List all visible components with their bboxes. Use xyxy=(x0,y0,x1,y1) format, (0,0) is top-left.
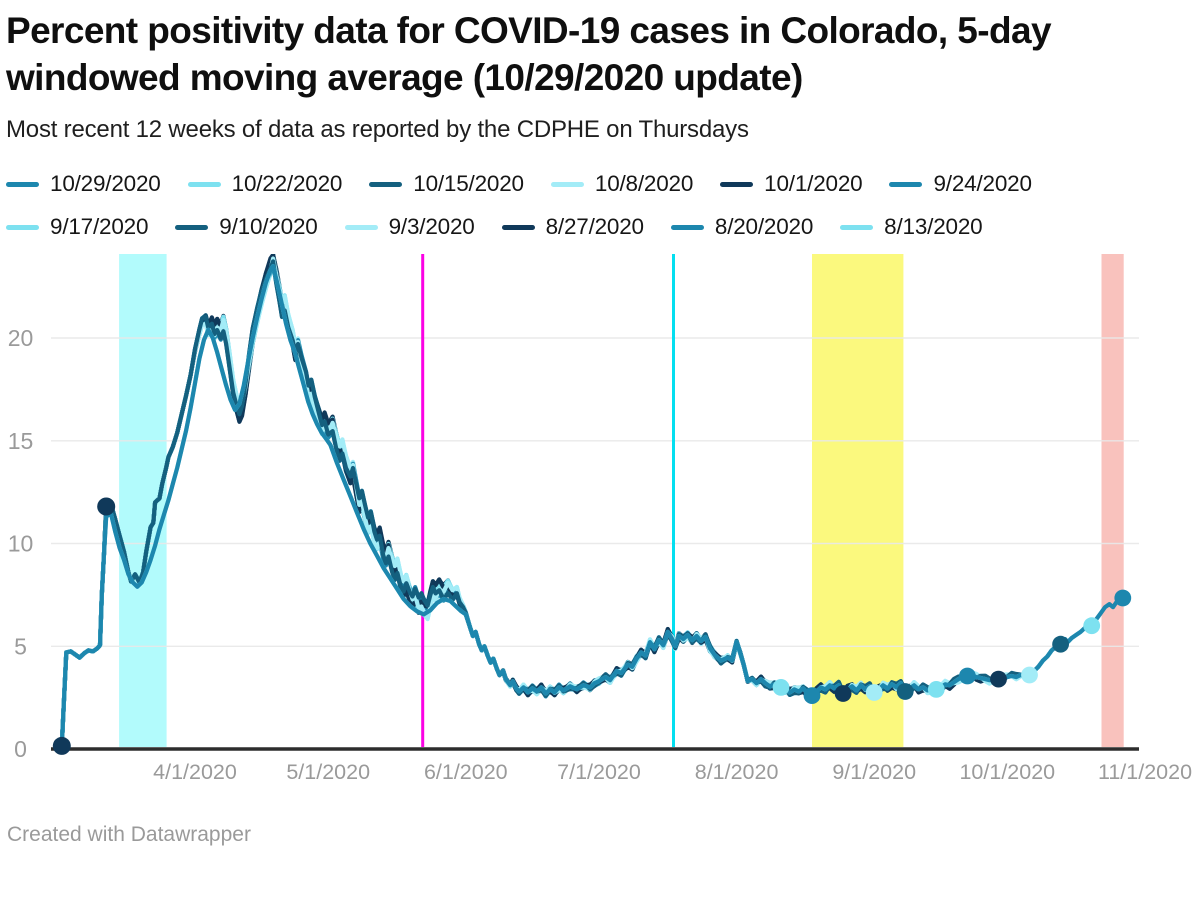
series-end-marker-10-1-2020[interactable] xyxy=(990,670,1007,688)
series-line-8-20-2020[interactable] xyxy=(59,256,813,747)
legend-swatch-icon xyxy=(501,224,535,230)
series-end-marker-8-13-2020[interactable] xyxy=(772,679,790,697)
legend-label: 8/13/2020 xyxy=(884,214,983,240)
legend-swatch-icon xyxy=(6,181,39,187)
mid-march-marker[interactable] xyxy=(97,497,116,516)
series-lines xyxy=(59,254,1124,747)
legend-item-10-8-2020: 10/8/2020 xyxy=(550,171,694,197)
line-chart: 0 5 10 15 20 4/1/2020 5/1/2020 6/1/2020 7/1/2020… xyxy=(8,254,1192,784)
legend-swatch-icon xyxy=(720,181,754,187)
series-end-marker-8-27-2020[interactable] xyxy=(834,685,852,703)
legend-swatch-icon xyxy=(6,224,39,230)
x-tick-label: 8/1/2020 xyxy=(695,760,779,784)
series-end-marker-9-3-2020[interactable] xyxy=(865,684,883,702)
legend-item-9-17-2020: 9/17/2020 xyxy=(6,214,148,240)
legend-swatch-icon xyxy=(670,224,704,230)
x-tick-label: 9/1/2020 xyxy=(832,760,916,784)
legend-swatch-icon xyxy=(344,224,378,230)
series-line-9-3-2020[interactable] xyxy=(59,262,876,747)
start-marker[interactable] xyxy=(52,737,71,756)
legend-item-9-24-2020: 9/24/2020 xyxy=(889,171,1032,197)
legend-label: 10/1/2020 xyxy=(764,171,863,197)
legend-label: 9/24/2020 xyxy=(933,171,1032,197)
page: Percent positivity data for COVID-19 cas… xyxy=(6,10,1192,847)
legend-item-9-3-2020: 9/3/2020 xyxy=(344,214,475,240)
legend-label: 10/15/2020 xyxy=(413,171,524,197)
legend-label: 9/10/2020 xyxy=(219,214,318,240)
legend-item-10-29-2020: 10/29/2020 xyxy=(6,171,161,197)
series-end-marker-9-17-2020[interactable] xyxy=(927,681,945,699)
series-end-marker-9-24-2020[interactable] xyxy=(959,667,976,685)
late-october-band xyxy=(1101,254,1124,748)
series-end-marker-8-20-2020[interactable] xyxy=(803,687,821,705)
y-tick-label: 10 xyxy=(8,531,34,557)
series-end-marker-10-22-2020[interactable] xyxy=(1083,617,1101,635)
x-tick-label: 4/1/2020 xyxy=(153,760,237,784)
legend-item-9-10-2020: 9/10/2020 xyxy=(175,214,318,240)
legend: 10/29/2020 10/22/2020 10/15/2020 10/8/2020 1… xyxy=(6,171,1106,240)
legend-swatch-icon xyxy=(369,181,403,187)
y-tick-label: 15 xyxy=(8,428,34,454)
y-tick-label: 20 xyxy=(8,325,34,351)
y-tick-label: 0 xyxy=(14,736,27,762)
chart-subtitle: Most recent 12 weeks of data as reported… xyxy=(6,116,749,144)
x-tick-label: 10/1/2020 xyxy=(959,760,1055,784)
x-tick-label: 5/1/2020 xyxy=(286,760,370,784)
series-end-marker-10-15-2020[interactable] xyxy=(1052,636,1069,653)
series-end-marker-9-10-2020[interactable] xyxy=(896,683,914,701)
chart-title: Percent positivity data for COVID-19 cas… xyxy=(6,10,1052,98)
legend-swatch-icon xyxy=(840,224,874,230)
legend-item-8-27-2020: 8/27/2020 xyxy=(501,214,644,240)
late-august-band xyxy=(812,254,904,748)
legend-label: 9/3/2020 xyxy=(388,214,475,240)
y-tick-label: 5 xyxy=(14,634,27,660)
legend-item-8-13-2020: 8/13/2020 xyxy=(840,214,983,240)
legend-swatch-icon xyxy=(889,181,923,187)
x-tick-label: 11/1/2020 xyxy=(1098,760,1192,784)
legend-item-10-15-2020: 10/15/2020 xyxy=(369,171,524,197)
series-end-marker-10-8-2020[interactable] xyxy=(1021,666,1038,684)
series-line-8-27-2020[interactable] xyxy=(59,254,845,747)
legend-item-10-1-2020: 10/1/2020 xyxy=(720,171,863,197)
legend-label: 8/20/2020 xyxy=(714,214,814,240)
legend-swatch-icon xyxy=(175,224,209,230)
legend-item-8-20-2020: 8/20/2020 xyxy=(670,214,814,240)
x-tick-label: 7/1/2020 xyxy=(557,760,641,784)
series-end-marker-10-29-2020[interactable] xyxy=(1114,589,1132,607)
legend-item-10-22-2020: 10/22/2020 xyxy=(187,171,343,197)
legend-label: 10/29/2020 xyxy=(50,171,161,197)
legend-label: 10/8/2020 xyxy=(594,171,694,197)
legend-label: 10/22/2020 xyxy=(231,171,343,197)
legend-label: 8/27/2020 xyxy=(545,214,644,240)
legend-swatch-icon xyxy=(550,181,584,187)
x-tick-label: 6/1/2020 xyxy=(424,760,508,784)
legend-swatch-icon xyxy=(187,181,221,187)
series-line-10-29-2020[interactable] xyxy=(59,264,1124,747)
credit-line: Created with Datawrapper xyxy=(7,823,251,847)
legend-label: 9/17/2020 xyxy=(50,214,149,240)
series-line-9-10-2020[interactable] xyxy=(59,254,908,747)
